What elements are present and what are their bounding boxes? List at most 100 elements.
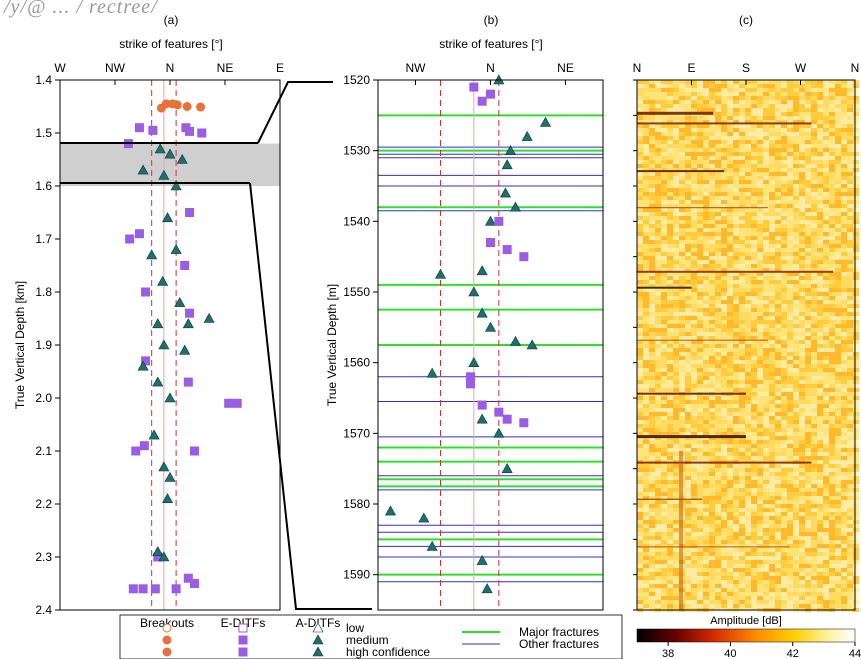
heatmap-cell (709, 496, 715, 500)
data-point-b-a-ditfs-24 (481, 583, 493, 594)
heatmap-cell (703, 596, 709, 600)
heatmap-cell (781, 344, 787, 348)
heatmap-cell (691, 360, 697, 364)
heatmap-cell (673, 592, 679, 596)
heatmap-cell (835, 492, 841, 496)
heatmap-cell (835, 96, 841, 100)
heatmap-cell (805, 456, 811, 460)
heatmap-cell (649, 516, 655, 520)
heatmap-cell (679, 172, 685, 176)
heatmap-cell (715, 288, 721, 292)
heatmap-cell (799, 92, 805, 96)
heatmap-cell (655, 484, 661, 488)
heatmap-cell (667, 100, 673, 104)
heatmap-cell (787, 472, 793, 476)
heatmap-cell (703, 380, 709, 384)
heatmap-cell (649, 592, 655, 596)
heatmap-cell (721, 568, 727, 572)
heatmap-cell (709, 596, 715, 600)
heatmap-cell (643, 468, 649, 472)
heatmap-cell (829, 436, 835, 440)
heatmap-cell (829, 88, 835, 92)
heatmap-cell (709, 216, 715, 220)
heatmap-cell (841, 92, 847, 96)
data-point-a-ditfs-9 (157, 275, 169, 286)
heatmap-cell (727, 284, 733, 288)
heatmap-cell (727, 112, 733, 116)
heatmap-cell (811, 540, 817, 544)
heatmap-cell (691, 532, 697, 536)
heatmap-cell (829, 220, 835, 224)
heatmap-cell (667, 288, 673, 292)
heatmap-cell (835, 480, 841, 484)
heatmap-cell (709, 124, 715, 128)
heatmap-cell (727, 576, 733, 580)
heatmap-cell (787, 512, 793, 516)
heatmap-cell (787, 496, 793, 500)
heatmap-cell (847, 332, 853, 336)
heatmap-cell (643, 328, 649, 332)
heatmap-cell (757, 392, 763, 396)
heatmap-cell (781, 440, 787, 444)
heatmap-cell (667, 292, 673, 296)
heatmap-cell (691, 408, 697, 412)
heatmap-cell (739, 428, 745, 432)
heatmap-cell (775, 416, 781, 420)
heatmap-cell (709, 516, 715, 520)
heatmap-cell (667, 500, 673, 504)
heatmap-cell (811, 560, 817, 564)
heatmap-cell (673, 396, 679, 400)
heatmap-cell (673, 492, 679, 496)
heatmap-cell (745, 528, 751, 532)
heatmap-cell (661, 288, 667, 292)
heatmap-cell (733, 468, 739, 472)
heatmap-cell (667, 548, 673, 552)
heatmap-cell (823, 364, 829, 368)
y-tick-label-a-9: 2.3 (35, 550, 52, 564)
heatmap-cell (841, 212, 847, 216)
heatmap-cell (661, 236, 667, 240)
heatmap-cell (835, 92, 841, 96)
heatmap-cell (709, 340, 715, 344)
heatmap-cell (673, 120, 679, 124)
heatmap-cell (667, 332, 673, 336)
heatmap-cell (757, 168, 763, 172)
heatmap-cell (757, 216, 763, 220)
heatmap-cell (643, 420, 649, 424)
heatmap-cell (637, 396, 643, 400)
heatmap-cell (769, 220, 775, 224)
heatmap-cell (775, 252, 781, 256)
heatmap-cell (721, 532, 727, 536)
heatmap-cell (847, 232, 853, 236)
heatmap-cell (847, 408, 853, 412)
heatmap-cell (643, 372, 649, 376)
heatmap-cell (739, 404, 745, 408)
heatmap-cell (643, 584, 649, 588)
heatmap-cell (709, 452, 715, 456)
heatmap-cell (799, 100, 805, 104)
heatmap-cell (811, 424, 817, 428)
heatmap-cell (793, 488, 799, 492)
heatmap-cell (853, 344, 859, 348)
heatmap-cell (817, 232, 823, 236)
heatmap-cell (709, 504, 715, 508)
heatmap-cell (805, 396, 811, 400)
heatmap-cell (829, 160, 835, 164)
heatmap-cell (841, 200, 847, 204)
heatmap-cell (703, 412, 709, 416)
heatmap-cell (703, 520, 709, 524)
heatmap-cell (811, 172, 817, 176)
heatmap-cell (757, 260, 763, 264)
heatmap-cell (709, 400, 715, 404)
heatmap-cell (817, 128, 823, 132)
heatmap-cell (811, 332, 817, 336)
heatmap-cell (739, 520, 745, 524)
data-point-b-a-ditfs-9 (434, 268, 447, 279)
heatmap-cell (673, 444, 679, 448)
heatmap-cell (637, 440, 643, 444)
heatmap-cell (799, 208, 805, 212)
heatmap-cell (721, 536, 727, 540)
heatmap-cell (793, 484, 799, 488)
heatmap-cell (745, 576, 751, 580)
heatmap-cell (853, 272, 859, 276)
